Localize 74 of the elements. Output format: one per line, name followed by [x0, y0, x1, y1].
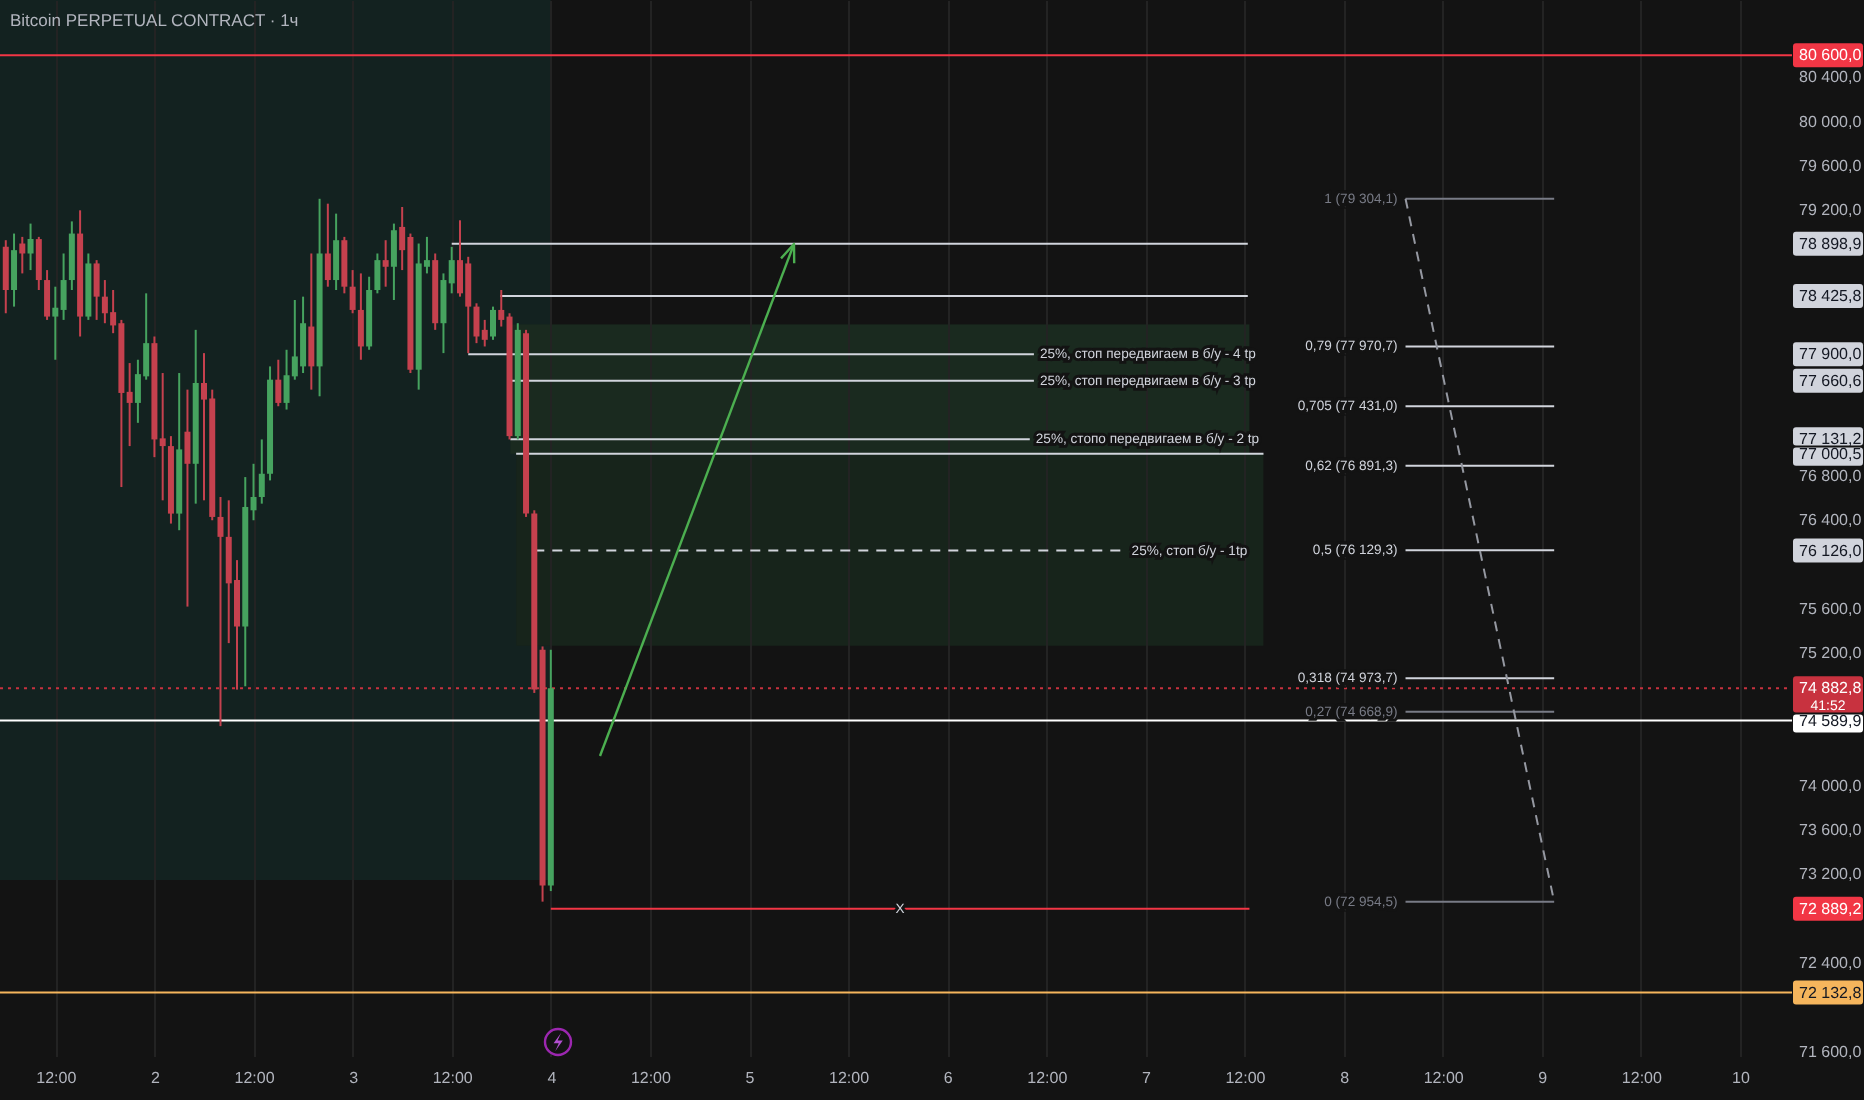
candlestick: [217, 496, 224, 728]
x-tick-label: 4: [547, 1069, 558, 1087]
x-tick-label: 12:00: [1621, 1069, 1663, 1087]
candlestick: [490, 305, 497, 341]
candlestick: [19, 235, 26, 275]
candlestick: [283, 348, 290, 411]
y-tick-label: 76 800,0: [1799, 466, 1863, 485]
candlestick: [357, 272, 364, 361]
x-tick-label: 12:00: [432, 1069, 474, 1087]
candlestick: [308, 252, 315, 391]
candlestick: [349, 269, 356, 315]
y-tick-label: 76 126,0: [1799, 541, 1863, 560]
y-tick-label: 71 600,0: [1799, 1042, 1863, 1061]
y-tick-label: 72 132,8: [1799, 983, 1863, 1002]
y-tick-label: 78 425,8: [1799, 287, 1863, 306]
y-tick-label: 78 898,9: [1799, 234, 1863, 253]
x-tick-label: 12:00: [36, 1069, 78, 1087]
candlestick: [374, 252, 381, 295]
y-tick-label: 72 400,0: [1799, 954, 1863, 973]
y-tick-label: 79 200,0: [1799, 201, 1863, 220]
candlestick: [382, 239, 389, 288]
candlestick: [300, 295, 307, 375]
x-tick-label: 12:00: [234, 1069, 276, 1087]
candlestick: [27, 222, 34, 272]
candlestick: [341, 235, 348, 295]
x-tick-label: 7: [1141, 1069, 1152, 1087]
y-tick-label: 73 200,0: [1799, 865, 1863, 884]
candlestick: [225, 499, 232, 645]
y-tick-label: 76 400,0: [1799, 511, 1863, 530]
candlestick: [258, 438, 265, 505]
y-tick-label: 80 400,0: [1799, 68, 1863, 87]
y-tick-label: 74 000,0: [1799, 776, 1863, 795]
candlestick: [324, 202, 331, 288]
candlestick: [44, 269, 51, 321]
candlestick: [465, 255, 472, 355]
x-tick-label: 10: [1732, 1069, 1751, 1087]
x-tick-label: 9: [1538, 1069, 1549, 1087]
y-tick-label: 73 600,0: [1799, 821, 1863, 840]
x-tick-label: 12:00: [1423, 1069, 1465, 1087]
candlestick: [60, 252, 67, 321]
x-tick-label: 12:00: [829, 1069, 871, 1087]
y-tick-label: 74 882,8: [1799, 679, 1863, 698]
x-tick-label: 3: [349, 1069, 360, 1087]
y-tick-label: 75 200,0: [1799, 644, 1863, 663]
candlestick: [473, 302, 480, 345]
text: Bitcoin PERPETUAL CONTRACT · 1ч: [10, 10, 299, 30]
y-tick-label: 75 600,0: [1799, 599, 1863, 618]
x-tick-label: 12:00: [1027, 1069, 1069, 1087]
y-tick-label: 80 600,0: [1799, 46, 1863, 65]
y-tick-label: 77 000,5: [1799, 444, 1863, 463]
y-tick-label: 80 000,0: [1799, 112, 1863, 131]
candlestick: [333, 212, 340, 292]
candlestick: [101, 279, 108, 325]
candlestick: [390, 222, 397, 301]
y-tick-label: 77 660,6: [1799, 371, 1863, 390]
x-tick-label: 6: [943, 1069, 954, 1087]
candlestick: [184, 388, 191, 608]
y-tick-label: 77 900,0: [1799, 345, 1863, 364]
candlestick: [93, 259, 100, 321]
y-tick-label: 72 889,2: [1799, 899, 1863, 918]
candlestick: [35, 235, 42, 292]
x-tick-label: 12:00: [630, 1069, 673, 1087]
candlestick: [2, 239, 9, 315]
candlestick: [11, 232, 18, 308]
candlestick: [68, 220, 75, 292]
x-tick-label: 12:00: [1225, 1069, 1267, 1087]
x-tick-label: 8: [1340, 1069, 1351, 1087]
y-tick-label: 79 600,0: [1799, 157, 1863, 176]
candlestick: [275, 358, 282, 408]
x-tick-label: 2: [150, 1069, 161, 1087]
x-tick-label: 5: [745, 1069, 756, 1087]
y-tick-label: 77 131,2: [1799, 430, 1863, 449]
candlestick: [52, 285, 59, 361]
y-tick-label: 74 589,9: [1799, 711, 1863, 730]
